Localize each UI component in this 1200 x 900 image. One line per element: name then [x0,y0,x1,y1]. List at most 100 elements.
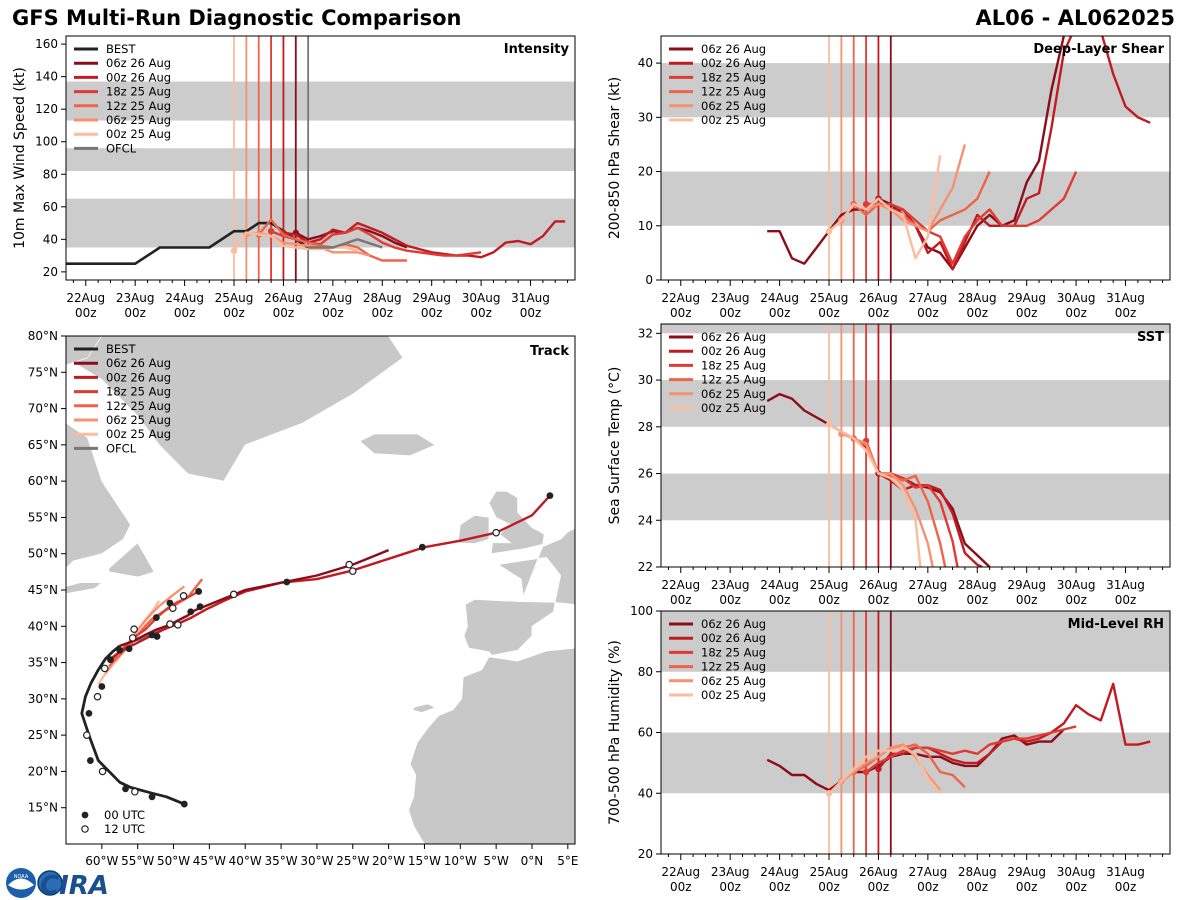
sst-legend-label-06z-26-aug: 06z 26 Aug [701,330,766,344]
shear-xtick-label: 00z [769,306,791,320]
track-point-00utc [283,578,291,586]
shear-xtick-label: 00z [966,306,988,320]
shear-plot-area [661,36,1170,280]
shear-ytick-label: 10 [638,219,653,233]
rh-band-0 [661,732,1170,794]
sst-legend-label-18z-25-aug: 18z 25 Aug [701,358,766,372]
track-legend-label-06z-25-aug: 06z 25 Aug [106,413,171,427]
storm-id: AL06 - AL062025 [975,6,1176,30]
sst-xtick-label: 00z [966,593,988,607]
rh-legend-label-06z-25-aug: 06z 25 Aug [701,674,766,688]
track-land-africa [408,647,575,844]
sst-legend-label-06z-25-aug: 06z 25 Aug [701,387,766,401]
shear-xtick-label: 00z [670,306,692,320]
track-ytick-label: 40°N [28,619,58,633]
track-xtick-label: 25°W [336,854,369,868]
intensity-xtick-label: 28Aug [363,291,402,305]
sst-ytick-label: 24 [638,513,653,527]
intensity-ytick-label: 80 [43,167,58,181]
intensity-xtick-label: 31Aug [511,291,550,305]
shear-series-00z-25-aug [828,155,942,260]
shear-xtick-label: 22Aug [661,291,700,305]
track-legend-00utc-label: 00 UTC [104,808,145,822]
sst-xtick-label: 00z [917,593,939,607]
track-ytick-label: 30°N [28,692,58,706]
cira-globe-icon [37,870,63,896]
intensity-xtick-label: 00z [174,306,196,320]
shear-xtick-label: 25Aug [810,291,849,305]
track-point-12utc [93,692,102,701]
rh-xtick-label: 00z [818,880,840,894]
rh-legend-label-18z-25-aug: 18z 25 Aug [701,645,766,659]
track-point-00utc [187,608,195,616]
track-point-12utc [174,621,182,629]
shear-ytick-label: 40 [638,56,653,70]
sst-xtick-label: 00z [769,593,791,607]
track-point-00utc [116,646,124,654]
sst-ylabel: Sea Surface Temp (°C) [607,367,623,525]
track-ytick-label: 50°N [28,547,58,561]
shear-ytick-label: 20 [638,165,653,179]
track-point-00utc [180,800,188,808]
intensity-legend-label-ofcl: OFCL [106,141,137,155]
track-ytick-label: 25°N [28,728,58,742]
track-point-12utc [492,528,500,537]
track-ytick-label: 65°N [28,438,58,452]
rh-xtick-label: 26Aug [859,865,898,879]
track-point-12utc [82,731,91,739]
intensity-plot-area [66,36,575,280]
shear-legend-label-00z-26-aug: 00z 26 Aug [701,56,766,70]
track-xtick-label: 15°W [408,854,441,868]
sst-band-1 [661,380,1170,427]
rh-xtick-label: 23Aug [711,865,750,879]
track-land-iceland [359,433,436,457]
track-legend-label-06z-26-aug: 06z 26 Aug [106,356,171,370]
intensity-ytick-label: 160 [35,37,58,51]
shear-xtick-label: 00z [719,306,741,320]
intensity-ylabel: 10m Max Wind Speed (kt) [12,67,28,249]
track-legend-label-ofcl: OFCL [106,441,137,455]
sst-xtick-label: 25Aug [810,578,849,592]
track-series-06z-26-aug [119,548,390,648]
track-plot-area [66,336,575,844]
shear-legend-label-06z-26-aug: 06z 26 Aug [701,42,766,56]
track-point-12utc [131,787,139,796]
track-ytick-label: 80°N [28,329,58,343]
sst-xtick-label: 22Aug [661,578,700,592]
track-legend-label-18z-25-aug: 18z 25 Aug [106,385,171,399]
shear-xtick-label: 26Aug [859,291,898,305]
intensity-xtick-label: 24Aug [165,291,204,305]
intensity-band-1 [66,148,575,172]
track-ytick-label: 20°N [28,764,58,778]
rh-band-1 [661,611,1170,672]
rh-xtick-label: 00z [1016,880,1038,894]
sst-xtick-label: 27Aug [909,578,948,592]
sst-xtick-label: 00z [719,593,741,607]
sst-ytick-label: 26 [638,467,653,481]
cira-logo: NOAA CIRA [6,868,109,900]
track-ytick-label: 35°N [28,656,58,670]
track-point-00utc [98,683,106,690]
track-point-00utc [122,785,129,793]
sst-panel: 22Aug00z23Aug00z24Aug00z25Aug00z26Aug00z… [607,323,1171,607]
track-point-12utc [128,634,137,642]
rh-legend-label-00z-25-aug: 00z 25 Aug [701,688,766,702]
intensity-series-00z-26-aug [283,220,566,259]
track-ytick-label: 70°N [28,402,58,416]
sst-series-start-00z-25-aug [825,421,833,428]
track-land-canaries [411,703,437,713]
track-xtick-label: 50°W [157,854,190,868]
track-point-12utc [166,620,174,628]
track-ytick-label: 55°N [28,510,58,524]
noaa-bird-icon [8,878,34,890]
track-point-12utc [98,767,107,776]
track-xtick-label: 5°W [483,854,509,868]
intensity-xtick-label: 23Aug [116,291,155,305]
shear-legend-label-18z-25-aug: 18z 25 Aug [701,70,766,84]
intensity-xtick-label: 29Aug [412,291,451,305]
rh-xtick-label: 24Aug [760,865,799,879]
sst-ytick-label: 28 [638,420,653,434]
track-ytick-label: 75°N [28,365,58,379]
intensity-series-00z-25-aug [233,231,358,252]
